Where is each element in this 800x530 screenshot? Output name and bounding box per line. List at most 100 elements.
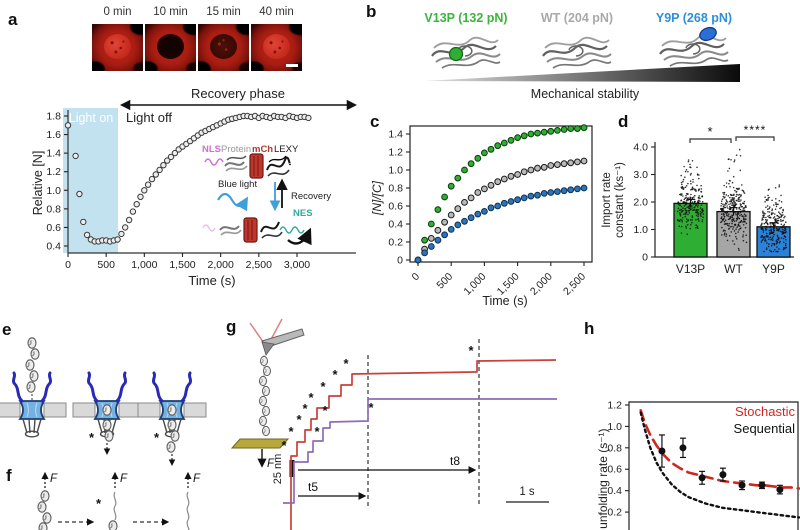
scatter-dot — [681, 221, 683, 223]
stability-gradient-wedge — [424, 64, 740, 82]
force-label: F — [120, 473, 128, 485]
data-point — [580, 124, 588, 132]
scatter-dot — [774, 224, 776, 226]
scatter-dot — [729, 185, 731, 188]
scatter-dot — [731, 222, 733, 225]
y-axis-label: [N]/[C] — [370, 180, 384, 216]
scatter-dot — [739, 205, 742, 207]
y-tick-label: 0.6 — [388, 201, 403, 213]
scatter-dot — [697, 201, 699, 203]
scatter-dot — [723, 184, 725, 187]
scatter-dot — [734, 212, 737, 214]
scatter-dot — [783, 216, 785, 219]
scatter-dot — [678, 225, 681, 227]
data-point — [534, 164, 541, 172]
scatter-dot — [768, 188, 770, 191]
scatter-dot — [735, 220, 738, 222]
scatter-dot — [735, 195, 737, 198]
y-tick-label: 1.0 — [46, 185, 61, 197]
scatter-dot — [685, 201, 688, 204]
scatter-dot — [741, 184, 743, 186]
scatter-dot — [734, 189, 736, 192]
scatter-dot — [698, 220, 700, 222]
scatter-dot — [771, 213, 773, 215]
scatter-dot — [730, 199, 732, 201]
scatter-dot — [680, 181, 683, 184]
scatter-dot — [699, 212, 702, 215]
blue-light-label: Blue light — [218, 179, 257, 190]
timepoint-label: 15 min — [206, 6, 241, 18]
y-tick-label: 0 — [616, 528, 622, 530]
scatter-dot — [745, 214, 747, 217]
scatter-dot — [733, 160, 735, 163]
scatter-dot — [779, 207, 781, 210]
protein-structure-wt — [541, 36, 613, 70]
mch-label: mCh — [252, 144, 273, 155]
blue-light-wave-arrow — [217, 192, 248, 212]
scatter-dot — [732, 226, 735, 228]
data-point — [467, 160, 475, 168]
scatter-dot — [764, 225, 766, 228]
mcherry-barrel — [243, 217, 258, 243]
data-point — [434, 226, 442, 234]
lexy-label: LEXY — [274, 144, 299, 155]
scatter-dot — [735, 217, 738, 220]
star-marker: * — [343, 356, 349, 371]
scatter-dot — [735, 154, 738, 156]
scatter-dot — [779, 230, 782, 233]
scatter-dot — [729, 193, 732, 196]
x-tick-label: 500 — [97, 259, 115, 271]
y-tick-label: 1.6 — [46, 129, 61, 141]
data-point — [421, 236, 428, 244]
scatter-dot — [682, 188, 684, 190]
scatter-dot — [723, 206, 726, 209]
scatter-dot — [700, 212, 703, 214]
scatter-dot — [766, 219, 768, 221]
scatter-dot — [701, 220, 704, 223]
y-axis-label: Total unfolding rate (s⁻¹) — [596, 428, 610, 530]
scatter-dot — [769, 232, 772, 234]
scatter-dot — [720, 217, 723, 220]
data-point — [487, 204, 495, 212]
cargo-chain-translocating-1 — [102, 404, 114, 455]
scatter-dot — [697, 227, 699, 229]
scatter-dot — [782, 208, 784, 211]
data-point — [467, 214, 475, 222]
star-marker: * — [288, 424, 294, 439]
scatter-dot — [762, 210, 764, 212]
scatter-dot — [683, 198, 686, 201]
scatter-dot — [745, 205, 747, 207]
scatter-dot — [728, 227, 730, 230]
axis-ticks: 1.41.21.00.80.60.40.200 500 1,000 1,500 2,00… — [388, 129, 588, 298]
data-point — [547, 127, 555, 135]
scatter-dot — [771, 232, 773, 235]
y-tick-label: 1.0 — [607, 421, 622, 433]
scatter-dot — [743, 217, 745, 220]
scatter-dot — [720, 209, 723, 212]
force-label: F — [50, 473, 58, 485]
data-point — [574, 185, 581, 193]
data-point — [738, 481, 746, 489]
x-tick-label: 1,000 — [131, 259, 157, 271]
mutation-site-v13p — [448, 46, 464, 62]
data-point — [76, 190, 83, 198]
scatter-dot — [681, 185, 684, 188]
scatter-dot — [743, 221, 745, 223]
scatter-dot — [733, 230, 736, 232]
data-point — [679, 444, 687, 452]
significance-bracket-1 — [689, 138, 732, 143]
force-unfolding-schematic: F F * F — [37, 471, 201, 530]
scatter-dot — [781, 211, 784, 214]
panel-label-h: h — [584, 319, 595, 338]
scatter-dot — [689, 174, 692, 176]
scatter-dot — [743, 219, 745, 221]
scatter-dot — [679, 215, 682, 217]
scatter-dot — [721, 234, 723, 236]
scatter-dot — [735, 203, 738, 205]
scatter-dot — [682, 207, 684, 209]
scatter-dot — [780, 226, 782, 229]
y-scale-label: 25 nm — [272, 454, 284, 485]
scatter-dot — [701, 208, 703, 211]
scatter-dot — [764, 196, 766, 198]
series-Y9P — [414, 184, 588, 264]
